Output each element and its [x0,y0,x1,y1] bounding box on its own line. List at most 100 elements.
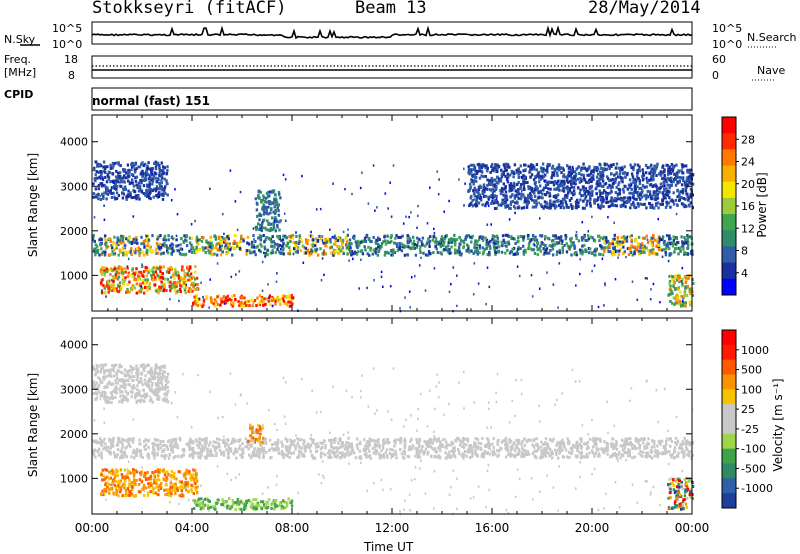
scatter-cell [376,206,378,209]
data-cell [443,240,446,244]
data-cell [502,202,505,206]
data-cell [448,251,451,255]
data-cell [259,190,262,194]
data-cell [203,455,207,459]
data-cell [529,169,532,173]
data-cell [276,223,279,227]
data-cell [570,172,573,175]
data-cell [273,205,276,209]
scatter-cell [408,215,410,219]
data-cell [242,304,245,308]
data-cell [259,223,262,227]
data-cell [655,194,658,198]
data-cell [560,242,563,246]
data-cell [636,185,639,189]
data-cell [581,252,584,256]
data-cell [98,447,101,451]
data-cell [281,297,285,301]
data-cell [202,303,205,307]
data-cell [562,445,566,449]
data-cell [113,161,116,165]
data-cell [205,441,208,445]
data-cell [467,165,470,169]
data-cell [450,241,453,244]
data-cell [584,248,587,252]
data-cell [316,442,319,446]
data-cell [278,299,282,303]
data-cell [306,242,309,245]
data-cell [119,288,122,291]
data-cell [145,238,149,242]
data-cell [120,454,123,458]
data-cell [127,271,130,275]
data-cell [258,234,262,238]
data-cell [613,179,616,183]
data-cell [274,211,277,215]
data-cell [632,201,635,205]
data-cell [192,301,195,305]
data-cell [664,445,667,449]
data-cell [602,169,605,173]
data-cell [263,196,266,200]
data-cell [492,169,495,173]
data-cell [174,268,177,272]
data-cell [315,449,319,453]
data-cell [164,238,167,242]
data-cell [259,227,262,231]
data-cell [243,296,246,300]
data-cell [558,251,561,255]
data-cell [421,243,424,247]
data-cell [676,293,679,297]
scatter-cell [659,301,661,304]
data-cell [562,443,566,447]
data-cell [582,193,585,197]
data-cell [458,236,462,240]
data-cell [416,455,420,459]
data-cell [665,450,668,454]
scatter-cell [141,263,143,266]
data-cell [176,271,180,275]
data-cell [485,164,488,168]
data-cell [106,186,109,190]
data-cell [105,241,108,244]
data-cell [606,175,609,179]
data-cell [371,447,375,450]
scatter-cell [463,204,465,207]
data-cell [158,285,161,289]
data-cell [674,274,677,278]
data-cell [271,235,274,239]
data-cell [446,248,449,252]
data-cell [121,196,125,200]
data-cell [219,237,223,241]
data-cell [156,447,160,451]
data-cell [262,300,265,304]
data-cell [622,188,625,191]
data-cell [172,456,175,460]
data-cell [94,177,97,180]
data-cell [389,447,392,451]
data-cell [512,246,516,250]
data-cell [665,180,668,184]
data-cell [484,186,487,190]
data-cell [663,243,666,247]
data-cell [454,455,457,459]
data-cell [476,445,480,449]
scatter-cell [593,264,596,267]
data-cell [346,450,349,454]
data-cell [333,251,336,255]
scatter-cell [530,274,533,277]
data-cell [113,453,117,457]
data-cell [599,170,602,174]
data-cell [195,276,199,280]
data-cell [159,270,162,274]
data-cell [585,447,589,451]
data-cell [601,177,604,181]
data-cell [593,454,596,458]
data-cell [502,182,505,186]
data-cell [469,235,472,239]
data-cell [268,202,271,206]
data-cell [539,445,543,449]
data-cell [316,239,320,243]
data-cell [115,244,118,248]
data-cell [622,198,625,202]
